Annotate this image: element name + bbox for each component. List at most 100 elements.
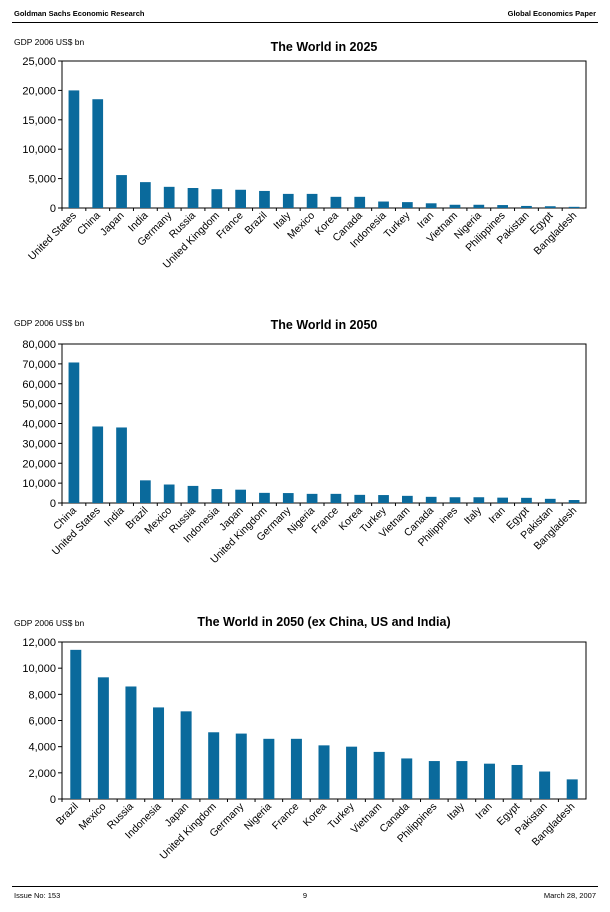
category-label: France [214, 210, 246, 242]
category-label: Korea [301, 801, 329, 829]
bar-egypt [511, 764, 523, 799]
bar-philippines [428, 761, 440, 799]
bar-canada [425, 496, 437, 503]
y-tick-label: 8,000 [28, 689, 56, 701]
y-tick-label: 0 [50, 203, 56, 215]
category-label: Iran [473, 801, 494, 822]
category-label: Japan [98, 210, 127, 239]
bar-germany [282, 493, 294, 503]
bar-russia [187, 188, 199, 208]
bar-china [68, 362, 80, 503]
bar-russia [125, 686, 137, 799]
y-tick-label: 20,000 [22, 85, 56, 97]
bar-korea [354, 494, 366, 503]
bar-mexico [306, 193, 318, 208]
report-date: March 28, 2007 [543, 891, 596, 900]
report-source: Goldman Sachs Economic Research [14, 9, 145, 18]
bar-brazil [140, 480, 151, 503]
category-label: Brazil [243, 210, 270, 237]
bar-iran [483, 763, 495, 799]
bar-brazil [259, 190, 270, 208]
footer-divider [12, 886, 598, 887]
issue-number: Issue No: 153 [14, 891, 61, 900]
header-divider [12, 22, 598, 23]
bar-turkey [378, 495, 389, 503]
y-tick-label: 2,000 [28, 768, 56, 780]
bar-vietnam [449, 204, 461, 208]
y-tick-label: 0 [50, 794, 56, 806]
y-tick-label: 6,000 [28, 716, 56, 728]
bar-italy [456, 761, 468, 799]
bar-united-kingdom [211, 189, 223, 208]
bar-japan [235, 489, 246, 503]
category-label: Italy [462, 504, 485, 527]
bar-canada [354, 196, 366, 208]
category-label: Nigeria [242, 801, 274, 833]
y-tick-label: 10,000 [22, 663, 56, 675]
category-label: France [270, 801, 302, 833]
bar-vietnam [402, 495, 413, 503]
chart-title: The World in 2050 (ex China, US and Indi… [197, 615, 450, 629]
bar-bangladesh [568, 206, 580, 208]
bar-canada [401, 758, 413, 799]
plot-frame [61, 343, 587, 504]
bar-germany [163, 186, 175, 208]
page-number: 9 [302, 891, 308, 900]
y-tick-label: 10,000 [22, 478, 56, 490]
bar-pakistan [539, 771, 551, 799]
bar-egypt [544, 206, 556, 208]
y-tick-label: 0 [50, 498, 56, 510]
category-label: Vietnam [349, 800, 385, 836]
bar-iran [425, 203, 437, 208]
bar-vietnam [373, 751, 385, 799]
bar-india [140, 182, 151, 208]
bar-pakistan [521, 205, 532, 208]
bar-france [235, 189, 246, 208]
bar-indonesia [211, 489, 223, 503]
y-tick-label: 25,000 [22, 56, 56, 68]
category-label: India [102, 505, 127, 530]
category-label: Mexico [285, 210, 317, 242]
bar-italy [473, 497, 485, 503]
bar-united-states [92, 426, 104, 503]
bar-china [92, 99, 104, 208]
bar-iran [497, 497, 508, 503]
y-tick-label: 12,000 [22, 637, 56, 649]
bar-japan [116, 175, 127, 208]
bar-nigeria [306, 493, 318, 503]
bar-indonesia [153, 707, 165, 799]
bar-indonesia [378, 201, 389, 208]
y-tick-label: 30,000 [22, 438, 56, 450]
chart-title: The World in 2050 [271, 318, 378, 332]
bar-pakistan [544, 498, 556, 503]
bar-russia [187, 485, 199, 503]
y-tick-label: 40,000 [22, 419, 56, 431]
category-label: Turkey [382, 209, 413, 240]
y-tick-label: 60,000 [22, 379, 56, 391]
bar-korea [318, 745, 330, 799]
bar-france [290, 738, 302, 799]
category-label: Mexico [142, 505, 174, 537]
bar-united-states [68, 90, 80, 208]
y-tick-label: 15,000 [22, 115, 56, 127]
category-label: China [75, 210, 103, 238]
y-tick-label: 5,000 [28, 174, 56, 186]
report-series: Global Economics Paper [507, 9, 596, 18]
chart-title: The World in 2025 [271, 40, 378, 54]
unit-label: GDP 2006 US$ bn [14, 618, 85, 628]
category-label: United States [26, 210, 79, 263]
category-label: Italy [445, 800, 468, 823]
y-tick-label: 4,000 [28, 742, 56, 754]
bar-philippines [497, 205, 508, 208]
y-tick-label: 50,000 [22, 399, 56, 411]
y-tick-label: 20,000 [22, 458, 56, 470]
bar-bangladesh [568, 500, 580, 503]
bar-philippines [449, 497, 461, 503]
bar-egypt [521, 497, 532, 503]
chart-world-2050-ex-china-us-india: GDP 2006 US$ bn The World in 2050 (ex Chi… [14, 615, 587, 862]
chart-world-2050: GDP 2006 US$ bn The World in 2050 0 10,000 2… [14, 318, 587, 566]
bar-japan [180, 711, 192, 799]
bar-france [330, 493, 342, 503]
y-tick-label: 80,000 [22, 339, 56, 351]
bar-turkey [402, 202, 413, 208]
